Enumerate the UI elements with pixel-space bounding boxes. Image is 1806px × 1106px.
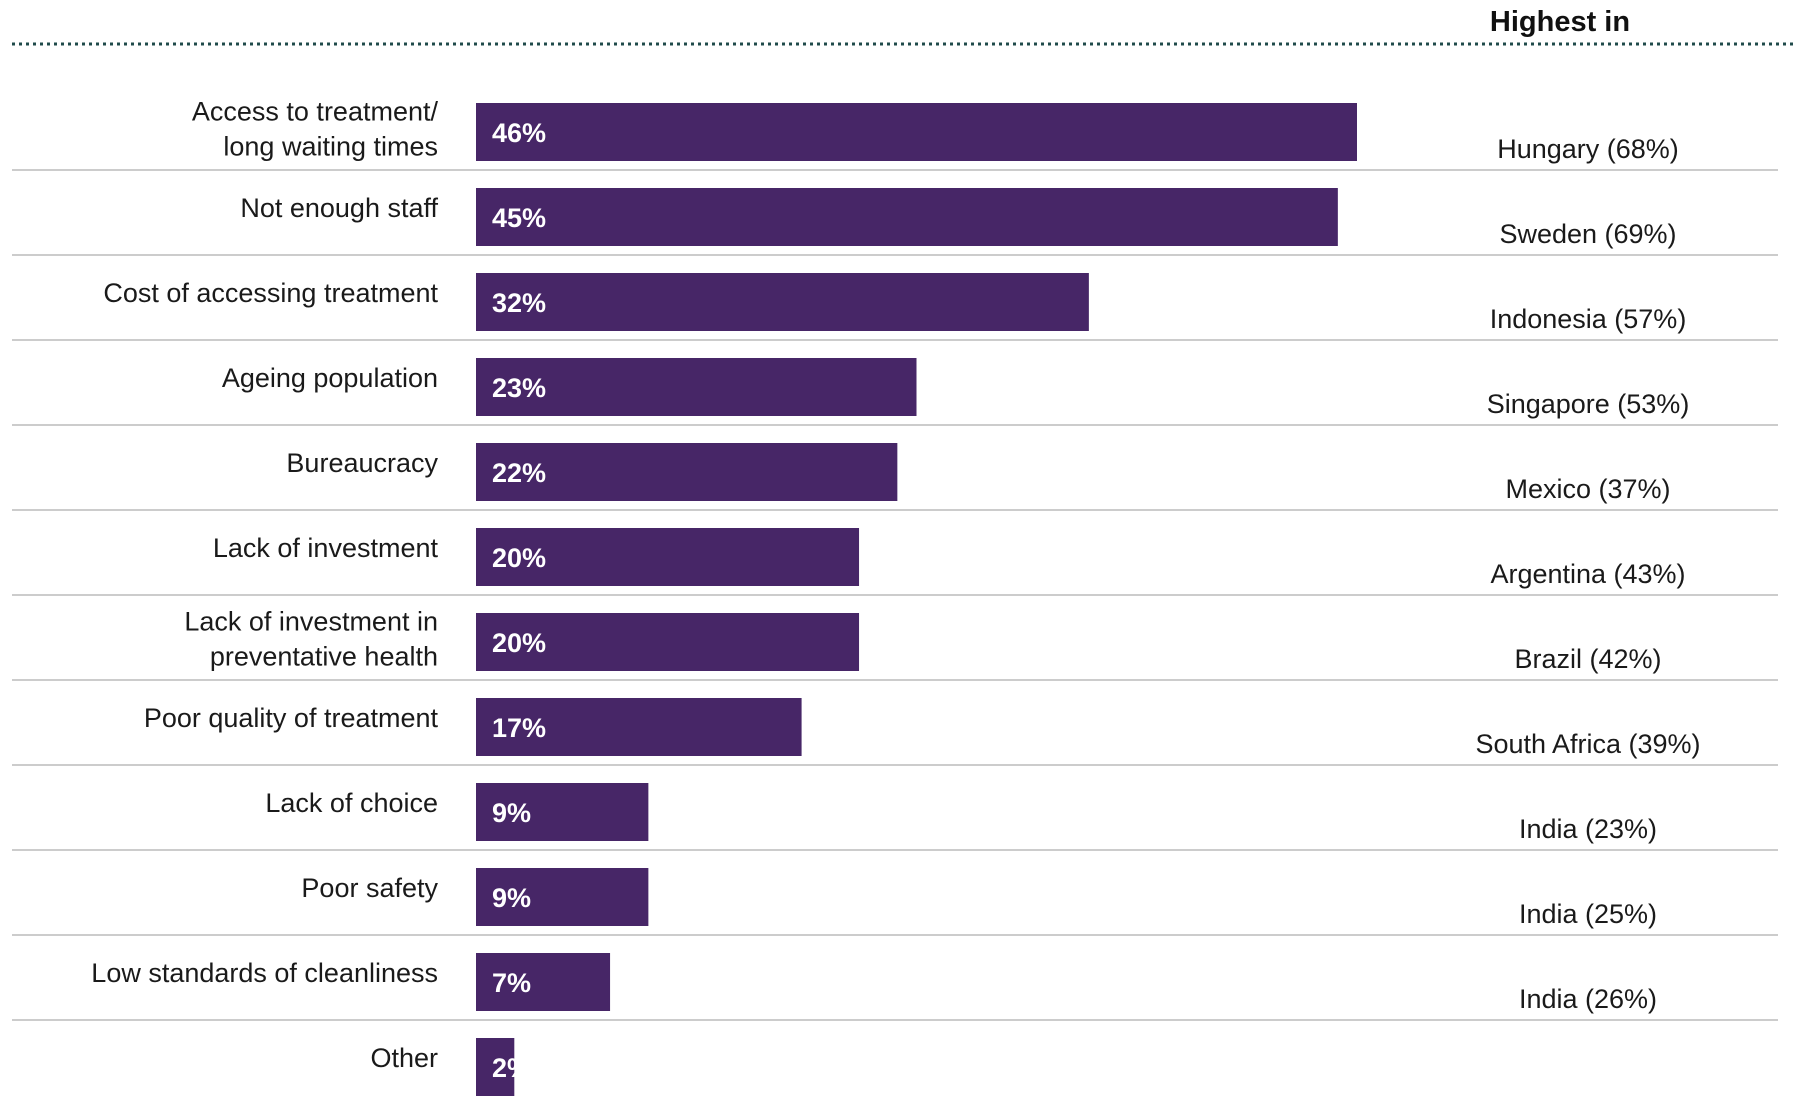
- highest-in-label: Mexico (37%): [1505, 474, 1670, 504]
- bar-value-label: 32%: [492, 288, 546, 318]
- bar: [476, 613, 860, 671]
- bar: [476, 783, 649, 841]
- highest-in-label: Sweden (69%): [1499, 219, 1676, 249]
- highest-in-label: Brazil (42%): [1514, 644, 1661, 674]
- highest-in-label: South Africa (39%): [1475, 729, 1700, 759]
- category-label: Poor safety: [301, 873, 438, 903]
- bar: [476, 698, 802, 756]
- category-label: Ageing population: [222, 363, 438, 393]
- bar-value-label: 2%: [492, 1053, 531, 1083]
- bar: [476, 273, 1089, 331]
- chart-rows: 46% Access to treatment/long waiting time…: [12, 97, 1778, 1096]
- category-label: Not enough staff: [240, 193, 438, 223]
- bar-value-label: 22%: [492, 458, 546, 488]
- category-label: Poor quality of treatment: [144, 703, 439, 733]
- bar: [476, 443, 898, 501]
- category-label: Lack of choice: [265, 788, 438, 818]
- bar-value-label: 23%: [492, 373, 546, 403]
- highest-in-label: Singapore (53%): [1487, 389, 1690, 419]
- category-label: Access to treatment/long waiting times: [192, 97, 439, 162]
- category-label: Cost of accessing treatment: [103, 278, 438, 308]
- bar-value-label: 20%: [492, 628, 546, 658]
- highest-in-label: Argentina (43%): [1490, 559, 1685, 589]
- highest-in-label: India (25%): [1519, 899, 1657, 929]
- highest-in-header: Highest in: [1490, 6, 1630, 38]
- bar-value-label: 17%: [492, 713, 546, 743]
- highest-in-label: Hungary (68%): [1497, 134, 1679, 164]
- bar: [476, 103, 1357, 161]
- category-label: Other: [370, 1043, 438, 1073]
- category-label: Lack of investment: [213, 533, 439, 563]
- bar: [476, 868, 649, 926]
- highest-in-label: Indonesia (57%): [1490, 304, 1687, 334]
- bar: [476, 528, 860, 586]
- category-label: Low standards of cleanliness: [91, 958, 438, 988]
- bar-value-label: 9%: [492, 798, 531, 828]
- bar-value-label: 46%: [492, 118, 546, 148]
- category-label: Lack of investment in preventative health: [184, 607, 438, 672]
- highest-in-label: India (23%): [1519, 814, 1657, 844]
- bar: [476, 188, 1338, 246]
- highest-in-label: India (26%): [1519, 984, 1657, 1014]
- bar: [476, 358, 917, 416]
- bar: [476, 953, 611, 1011]
- category-label: Bureaucracy: [286, 448, 438, 478]
- bar-value-label: 9%: [492, 883, 531, 913]
- bar-value-label: 45%: [492, 203, 546, 233]
- bar-value-label: 20%: [492, 543, 546, 573]
- bar-value-label: 7%: [492, 968, 531, 998]
- bar: [476, 1038, 515, 1096]
